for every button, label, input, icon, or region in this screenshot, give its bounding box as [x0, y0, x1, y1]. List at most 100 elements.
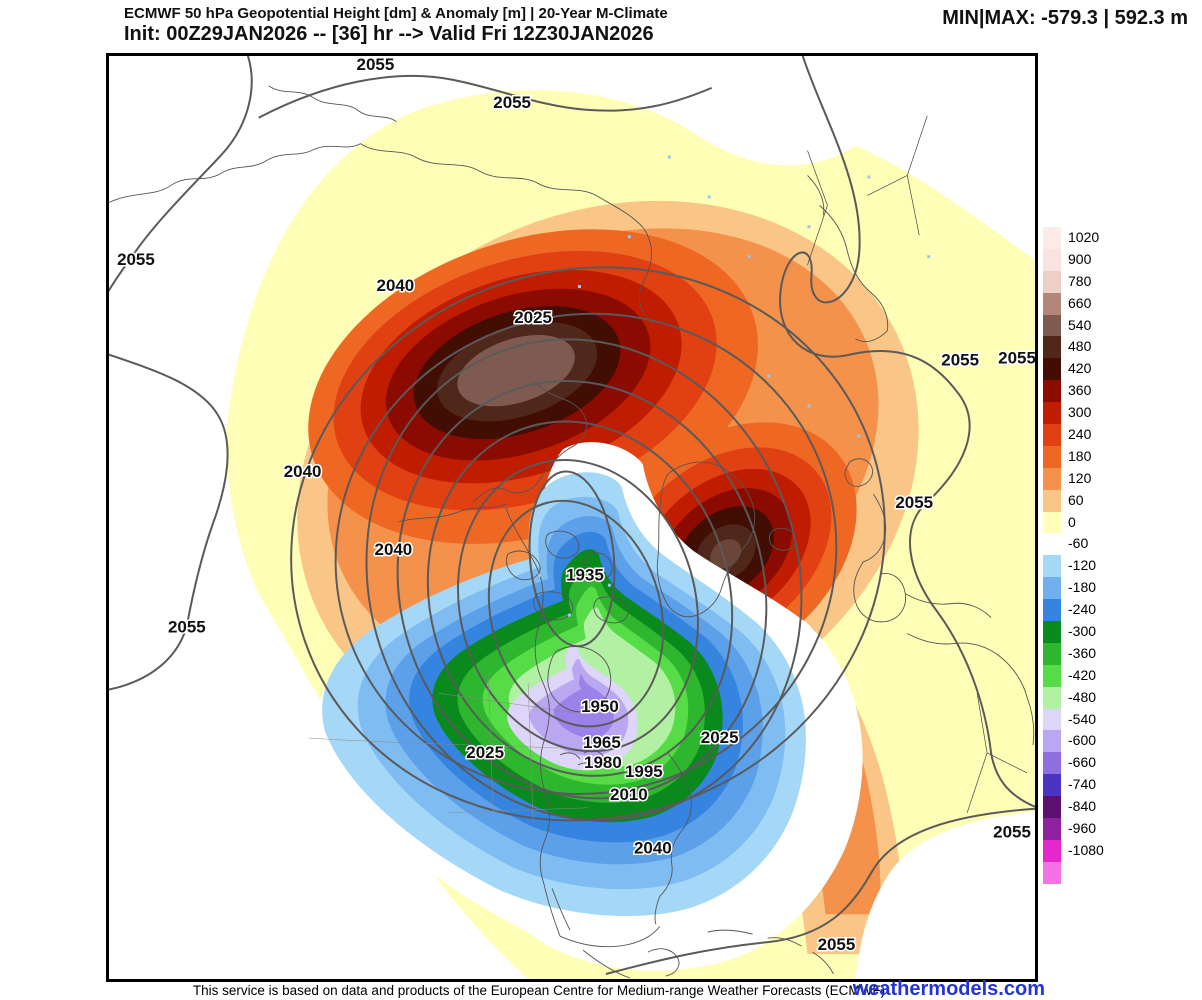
colorbar-label: -660: [1068, 754, 1097, 771]
colorbar-label: -300: [1068, 623, 1097, 640]
contour-label: 2040: [284, 462, 322, 481]
contour-2040: [290, 266, 886, 822]
colorbar-label: -840: [1068, 798, 1097, 815]
colorbar-swatch: [1043, 336, 1061, 359]
colorbar-swatch: [1043, 402, 1061, 425]
colorbar-label: 300: [1068, 404, 1092, 421]
contour-label: 2055: [493, 93, 531, 112]
contour-1965: [457, 459, 699, 753]
colorbar-swatch: [1043, 752, 1061, 775]
contour-label: 2055: [168, 618, 206, 637]
colorbar-label: 1020: [1068, 229, 1100, 245]
colorbar-swatch: [1043, 621, 1061, 643]
contour-1950: [487, 499, 665, 728]
colorbar-swatch: [1043, 708, 1061, 731]
colorbar-swatch: [1043, 270, 1061, 293]
colorbar-label: -480: [1068, 688, 1097, 705]
colorbar-label: -420: [1068, 666, 1097, 683]
contour-1980: [426, 420, 734, 777]
contour-2055-east: [779, 56, 1035, 808]
colorbar-swatch: [1043, 599, 1061, 622]
colorbar-swatch: [1043, 489, 1061, 512]
colorbar-label: -960: [1068, 820, 1097, 837]
cold-core-purple: [507, 643, 638, 771]
colorbar-swatch: [1043, 555, 1061, 578]
colorbar-label: -1080: [1068, 841, 1104, 858]
contour-label: 1950: [581, 697, 619, 716]
contour-1995: [396, 379, 768, 800]
colorbar-swatch: [1043, 642, 1061, 665]
contour-2025: [334, 312, 838, 795]
contour-2055-southeast: [605, 807, 1035, 975]
colorbar-label: -60: [1068, 535, 1089, 552]
colorbar-swatch: [1043, 467, 1061, 490]
contour-2055-top: [258, 74, 713, 119]
warm-core-alaska: [457, 334, 575, 407]
page-title: ECMWF 50 hPa Geopotential Height [dm] & …: [124, 5, 668, 22]
colorbar-swatch: [1043, 818, 1061, 840]
colorbar-label: -540: [1068, 710, 1097, 727]
contour-2010: [365, 338, 803, 822]
contour-label: 1935: [566, 566, 604, 585]
cold-core-inner: [553, 674, 614, 738]
neutral-pocket-southeast: [855, 811, 1035, 979]
colorbar-swatch: [1043, 533, 1061, 556]
colorbar-swatch: [1043, 664, 1061, 687]
colorbar-label: 900: [1068, 250, 1092, 267]
contour-label: 1980: [584, 753, 622, 772]
contour-label: 2025: [514, 308, 552, 327]
colorbar-label: 120: [1068, 469, 1092, 486]
colorbar-label: -120: [1068, 557, 1097, 574]
init-valid-line: Init: 00Z29JAN2026 -- [36] hr --> Valid …: [124, 23, 654, 45]
colorbar-swatch: [1043, 861, 1061, 884]
colorbar-swatch: [1043, 445, 1061, 468]
colorbar-label: 660: [1068, 294, 1092, 311]
colorbar-label: 360: [1068, 382, 1092, 399]
cold-anomaly-region: [322, 472, 806, 917]
colorbar-label: -600: [1068, 732, 1097, 749]
colorbar-label: 540: [1068, 316, 1092, 333]
contour-label: 1995: [625, 762, 663, 781]
height-contours: [109, 56, 1035, 975]
colorbar-swatches: [1043, 227, 1061, 884]
colorbar-swatch: [1043, 424, 1061, 446]
colorbar-label: -180: [1068, 579, 1097, 596]
colorbar-label: 60: [1068, 491, 1084, 508]
colorbar-swatch: [1043, 380, 1061, 403]
contour-label: 2055: [117, 250, 155, 269]
colorbar-labels: 1020 900 780 660 540 480 420 360 300 240 180 120 60 0…: [1068, 227, 1104, 862]
colorbar-swatch: [1043, 248, 1061, 271]
contour-1935: [528, 470, 616, 648]
colorbar-label: 0: [1068, 513, 1076, 530]
contour-label: 2055: [818, 935, 856, 954]
colorbar-swatch: [1043, 358, 1061, 381]
coastlines: [109, 85, 1035, 979]
map: 2055 2055 2055 2040 2025 2055 2055 2040 2055 2040…: [109, 56, 1035, 979]
contour-label-layer: 2055 2055 2055 2040 2025 2055 2055 2040 2055 2040…: [116, 56, 1035, 956]
contour-label: 2040: [377, 276, 415, 295]
contour-label: 2055: [998, 349, 1035, 368]
colorbar-swatch: [1043, 730, 1061, 753]
attribution-text: This service is based on data and produc…: [192, 983, 886, 998]
contour-label: 2055: [895, 493, 933, 512]
contour-label: 1965: [583, 733, 621, 752]
colorbar-swatch: [1043, 511, 1061, 534]
colorbar-label: -360: [1068, 644, 1097, 661]
colorbar-label: -240: [1068, 601, 1097, 618]
colorbar-swatch: [1043, 686, 1061, 709]
contour-label: 2025: [701, 728, 739, 747]
map-frame: 2055 2055 2055 2040 2025 2055 2055 2040 2055 2040…: [106, 53, 1038, 982]
colorbar-swatch: [1043, 292, 1061, 315]
contour-label: 2055: [357, 56, 395, 74]
colorbar-swatch: [1043, 796, 1061, 819]
colorbar-swatch: [1043, 577, 1061, 600]
colorbar-label: 780: [1068, 272, 1092, 289]
contour-2055-west: [109, 353, 229, 691]
contour-label: 2040: [634, 839, 672, 858]
contour-label: 2040: [375, 540, 413, 559]
colorbar-label: 240: [1068, 426, 1092, 443]
colorbar-swatch: [1043, 774, 1061, 797]
colorbar-label: 480: [1068, 338, 1092, 355]
brand-link[interactable]: weathermodels.com: [852, 978, 1045, 1000]
